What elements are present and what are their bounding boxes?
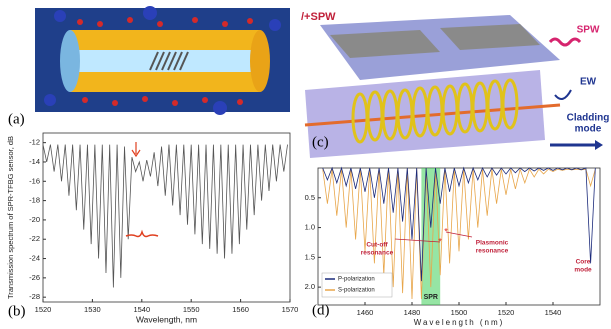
cladding-icon xyxy=(595,140,603,150)
x-tick-label: 1560 xyxy=(232,305,249,314)
panel-label: (b) xyxy=(8,303,26,319)
annotation: Cut-off xyxy=(366,242,388,249)
y-tick-label: -24 xyxy=(29,254,40,263)
ew-icon xyxy=(554,89,572,100)
panel-label: (a) xyxy=(8,111,25,127)
spr-label: SPR xyxy=(424,294,438,301)
x-tick-label: 1530 xyxy=(84,305,101,314)
x-tick-label: 1550 xyxy=(183,305,200,314)
annotation-arrow xyxy=(394,238,441,243)
panel-label: (c) xyxy=(312,134,329,150)
panel-label: (d) xyxy=(312,302,330,318)
y-tick-label: 0.5 xyxy=(305,193,315,202)
coil xyxy=(351,78,519,144)
illustration-legend: mode xyxy=(575,124,602,135)
y-tick-label: 1.0 xyxy=(305,223,315,232)
y-tick-label: 2.0 xyxy=(305,282,315,291)
annotation: mode xyxy=(574,267,592,274)
electrode xyxy=(330,30,440,58)
spr-band xyxy=(421,168,441,305)
annotation-arrow xyxy=(445,231,473,238)
x-axis-label: Wavelength, nm xyxy=(136,314,197,324)
arrow xyxy=(131,142,141,158)
x-tick-label: 1500 xyxy=(451,308,468,317)
x-axis-label: Wavelength (nm) xyxy=(414,318,505,327)
y-tick-label: -16 xyxy=(29,176,40,185)
y-tick-label: -18 xyxy=(29,196,40,205)
spw-icon xyxy=(548,37,582,47)
illustration-legend: Cladding xyxy=(567,113,610,124)
x-tick-label: 1460 xyxy=(357,308,374,317)
illustration-c xyxy=(300,0,611,160)
analytes xyxy=(44,6,281,115)
y-tick-label: -22 xyxy=(29,234,40,243)
series-line xyxy=(322,166,596,282)
illustration-title: /+SPW xyxy=(301,11,336,23)
illustration-legend: SPW xyxy=(577,25,600,36)
annotation: Core xyxy=(576,259,591,266)
x-tick-label: 1540 xyxy=(133,305,150,314)
fiber-end xyxy=(250,30,270,92)
annotation: resonance xyxy=(476,248,509,255)
y-axis-label: Transmission spectrum of SPR-TFBG sensor… xyxy=(6,136,15,299)
series-line xyxy=(322,167,596,300)
fiber-end xyxy=(60,30,80,92)
y-tick-label: 1.5 xyxy=(305,252,315,261)
x-tick-label: 1480 xyxy=(404,308,421,317)
legend-label: P-polarization xyxy=(338,277,375,283)
brace xyxy=(125,229,159,238)
annotation-marker: * xyxy=(444,226,448,236)
legend-box xyxy=(321,272,393,298)
y-tick-label: -26 xyxy=(29,273,40,282)
grating xyxy=(149,51,189,71)
illustration-legend: EW xyxy=(580,77,597,88)
y-tick-label: -12 xyxy=(29,138,40,147)
plot-area xyxy=(42,132,291,303)
particles xyxy=(77,17,253,106)
annotation: resonance xyxy=(361,250,394,257)
y-tick-label: -28 xyxy=(29,292,40,301)
y-tick-label: -20 xyxy=(29,215,40,224)
series-line xyxy=(42,144,288,288)
x-tick-label: 1520 xyxy=(35,305,52,314)
x-tick-label: 1570 xyxy=(282,305,299,314)
x-tick-label: 1520 xyxy=(498,308,515,317)
legend-label: S-polarization xyxy=(338,288,375,294)
annotation-marker: * xyxy=(438,236,442,246)
electrode xyxy=(440,24,540,50)
annotation: Plasmonic xyxy=(476,240,509,247)
illustration-a xyxy=(35,6,290,115)
y-tick-label: -14 xyxy=(29,157,40,166)
x-tick-label: 1540 xyxy=(545,308,562,317)
